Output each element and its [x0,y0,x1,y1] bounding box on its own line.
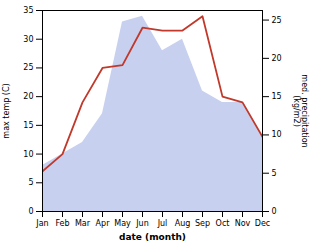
svg-text:5: 5 [28,178,33,187]
svg-text:Jun: Jun [135,219,149,228]
svg-text:Sep: Sep [195,219,210,228]
svg-text:10: 10 [23,150,33,159]
svg-text:5: 5 [272,169,277,178]
svg-text:max temp (C): max temp (C) [2,83,11,138]
svg-text:Aug: Aug [175,219,191,228]
svg-text:15: 15 [23,121,33,130]
svg-text:25: 25 [272,16,282,25]
svg-text:15: 15 [272,92,282,101]
svg-text:May: May [114,219,131,228]
svg-text:Dec: Dec [255,219,270,228]
svg-text:25: 25 [23,63,33,72]
svg-text:10: 10 [272,130,282,139]
svg-text:Apr: Apr [96,219,111,228]
svg-text:20: 20 [23,92,33,101]
svg-text:date (month): date (month) [119,232,186,242]
svg-text:Oct: Oct [216,219,230,228]
svg-text:Feb: Feb [55,219,69,228]
svg-text:30: 30 [23,35,33,44]
svg-text:0: 0 [272,207,277,216]
svg-text:Jan: Jan [35,219,48,228]
svg-text:Mar: Mar [75,219,91,228]
svg-text:med. precipitation(kg/m2): med. precipitation(kg/m2) [292,74,309,147]
svg-text:0: 0 [28,207,33,216]
svg-text:20: 20 [272,54,282,63]
svg-text:35: 35 [23,6,33,15]
svg-text:Jul: Jul [157,219,168,228]
svg-text:Nov: Nov [235,219,251,228]
